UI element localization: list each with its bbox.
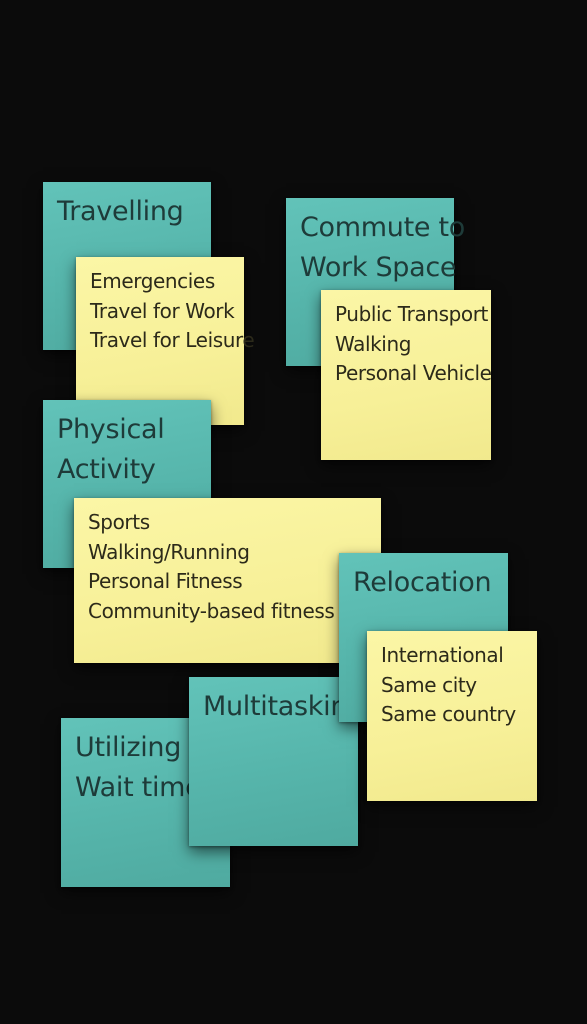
list-item: Personal Fitness bbox=[88, 569, 243, 593]
list-item: Emergencies bbox=[90, 269, 215, 293]
list-item: Travel for Work bbox=[90, 298, 235, 323]
list-item: Walking bbox=[335, 331, 412, 356]
note-item-list: Public Transport Walking Personal Vehicl… bbox=[335, 300, 492, 389]
note-title: Physical Activity bbox=[57, 414, 165, 485]
list-item: Same country bbox=[381, 702, 516, 726]
sticky-note-physical-activity-items[interactable]: Sports Walking/Running Personal Fitness … bbox=[74, 498, 381, 663]
list-item: International bbox=[381, 643, 504, 667]
sticky-note-travelling-items[interactable]: Emergencies Travel for Work Travel for L… bbox=[76, 257, 255, 425]
note-item-list: Emergencies Travel for Work Travel for L… bbox=[90, 267, 255, 356]
note-title: Commute to Work Space bbox=[300, 212, 465, 283]
list-item: Sports bbox=[88, 510, 150, 534]
note-title: Relocation bbox=[353, 567, 492, 598]
note-title: Travelling bbox=[57, 196, 184, 227]
list-item: Same city bbox=[381, 672, 477, 697]
list-item: Personal Vehicle bbox=[335, 361, 492, 385]
list-item: Travel for Leisure bbox=[90, 328, 255, 352]
note-title: Multitasking bbox=[203, 691, 364, 722]
note-item-list: Sports Walking/Running Personal Fitness … bbox=[88, 508, 335, 626]
sticky-note-commute-items[interactable]: Public Transport Walking Personal Vehicl… bbox=[321, 290, 492, 460]
sticky-note-multitasking[interactable]: Multitasking bbox=[189, 677, 364, 846]
list-item: Walking/Running bbox=[88, 539, 250, 564]
list-item: Public Transport bbox=[335, 302, 488, 326]
sticky-note-commute[interactable]: Commute to Work Space bbox=[286, 198, 465, 366]
list-item: Community-based fitness bbox=[88, 598, 335, 623]
sticky-note-relocation-items[interactable]: International Same city Same country bbox=[367, 631, 537, 801]
note-item-list: International Same city Same country bbox=[381, 641, 516, 730]
